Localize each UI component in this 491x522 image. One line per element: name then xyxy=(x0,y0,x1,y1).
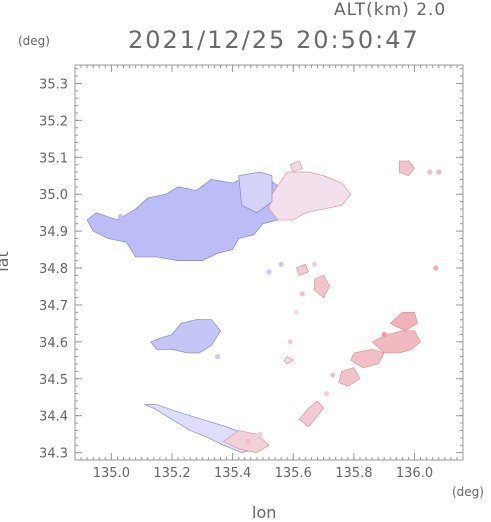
data-point-7 xyxy=(278,261,284,267)
y-tick-label: 35.2 xyxy=(39,114,68,129)
data-point-13 xyxy=(117,213,124,219)
x-axis-unit: (deg) xyxy=(452,485,484,499)
x-tick-label: 135.0 xyxy=(93,466,130,481)
data-region-3 xyxy=(150,319,221,354)
data-point-14 xyxy=(299,291,305,297)
data-region-7 xyxy=(350,348,385,369)
y-tick-label: 34.5 xyxy=(39,373,68,388)
data-region-13 xyxy=(398,160,415,176)
data-region-2 xyxy=(238,171,273,213)
data-point-5 xyxy=(214,354,221,360)
data-region-1 xyxy=(268,171,352,221)
data-point-3 xyxy=(311,261,318,267)
x-tick-label: 135.4 xyxy=(214,466,251,481)
data-region-10 xyxy=(298,400,324,428)
data-point-11 xyxy=(245,438,251,445)
data-region-8 xyxy=(338,367,361,387)
y-tick-label: 34.4 xyxy=(39,410,68,425)
y-tick-label: 34.8 xyxy=(39,262,68,277)
y-tick-label: 35.3 xyxy=(39,77,68,92)
y-axis-unit: (deg) xyxy=(18,34,50,48)
data-points-layer xyxy=(117,169,442,445)
altitude-label: ALT(km) 2.0 xyxy=(334,0,447,20)
data-point-6 xyxy=(266,269,272,275)
y-tick-label: 35.1 xyxy=(39,151,68,166)
data-point-0 xyxy=(436,169,442,175)
x-tick-label: 136.0 xyxy=(396,466,433,481)
data-point-8 xyxy=(293,309,299,315)
x-tick-label: 135.6 xyxy=(275,466,312,481)
data-point-4 xyxy=(287,339,293,345)
x-tick-label: 135.2 xyxy=(153,466,190,481)
y-tick-label: 34.9 xyxy=(39,225,68,240)
data-point-12 xyxy=(257,431,263,437)
data-region-6 xyxy=(371,330,421,354)
y-tick-label: 34.3 xyxy=(39,447,68,462)
data-point-2 xyxy=(381,331,387,338)
data-region-12 xyxy=(295,263,309,276)
y-tick-label: 35.0 xyxy=(39,188,68,203)
data-region-14 xyxy=(289,160,303,173)
data-point-9 xyxy=(330,372,336,378)
x-tick-label: 135.8 xyxy=(335,466,372,481)
plot-frame xyxy=(74,64,464,461)
data-point-1 xyxy=(433,265,439,271)
data-region-11 xyxy=(314,275,330,298)
x-axis-title: lon xyxy=(252,503,277,522)
data-point-15 xyxy=(427,169,433,175)
axis-ticks-layer: 135.0 135.2 135.4 135.6 135.8 136.0 34.3 34.4 34… xyxy=(39,65,463,481)
y-tick-label: 34.7 xyxy=(39,299,68,314)
data-regions-layer xyxy=(86,160,421,453)
data-point-10 xyxy=(324,391,330,397)
chart-title-timestamp: 2021/12/25 20:50:47 xyxy=(128,26,420,54)
data-region-15 xyxy=(283,356,294,365)
y-tick-label: 34.6 xyxy=(39,336,68,351)
data-region-9 xyxy=(389,311,418,332)
